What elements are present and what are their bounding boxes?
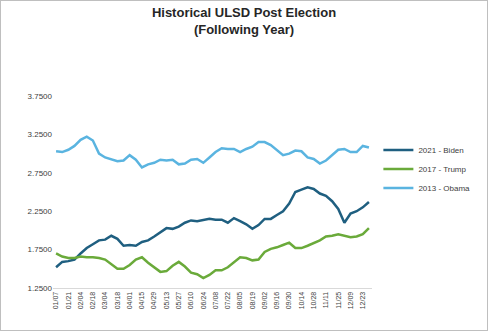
svg-text:1.7500: 1.7500 bbox=[28, 245, 53, 254]
svg-text:03/18: 03/18 bbox=[114, 292, 121, 310]
svg-text:05/27: 05/27 bbox=[175, 292, 182, 310]
svg-text:03/04: 03/04 bbox=[101, 292, 108, 310]
svg-text:04/29: 04/29 bbox=[150, 292, 157, 310]
svg-text:07/08: 07/08 bbox=[212, 292, 219, 310]
svg-text:06/24: 06/24 bbox=[200, 292, 207, 310]
svg-text:11/11: 11/11 bbox=[322, 292, 329, 309]
svg-text:3.7500: 3.7500 bbox=[28, 92, 53, 101]
svg-text:08/05: 08/05 bbox=[236, 292, 243, 310]
svg-text:2.2500: 2.2500 bbox=[28, 207, 53, 216]
svg-text:09/02: 09/02 bbox=[261, 292, 268, 310]
svg-text:04/15: 04/15 bbox=[138, 292, 145, 310]
svg-text:10/14: 10/14 bbox=[298, 292, 305, 310]
svg-text:08/19: 08/19 bbox=[249, 292, 256, 310]
svg-text:09/30: 09/30 bbox=[285, 292, 292, 310]
svg-text:3.2500: 3.2500 bbox=[28, 130, 53, 139]
svg-text:02/18: 02/18 bbox=[89, 292, 96, 310]
svg-text:06/10: 06/10 bbox=[187, 292, 194, 310]
svg-text:12/09: 12/09 bbox=[347, 292, 354, 310]
svg-text:2.7500: 2.7500 bbox=[28, 169, 53, 178]
svg-text:2021 - Biden: 2021 - Biden bbox=[418, 146, 463, 155]
svg-text:Historical ULSD Post Election(: Historical ULSD Post Election(Following … bbox=[152, 5, 336, 37]
svg-text:1.2500: 1.2500 bbox=[28, 284, 53, 293]
svg-text:01/07: 01/07 bbox=[52, 292, 59, 310]
svg-text:02/04: 02/04 bbox=[77, 292, 84, 310]
svg-text:2013 - Obama: 2013 - Obama bbox=[418, 184, 470, 193]
svg-text:2017 - Trump: 2017 - Trump bbox=[418, 165, 466, 174]
svg-text:11/25: 11/25 bbox=[335, 292, 342, 309]
svg-text:01/21: 01/21 bbox=[65, 292, 72, 310]
svg-text:12/23: 12/23 bbox=[359, 292, 366, 310]
svg-text:05/13: 05/13 bbox=[163, 292, 170, 310]
svg-text:09/16: 09/16 bbox=[273, 292, 280, 310]
svg-text:04/01: 04/01 bbox=[126, 292, 133, 310]
svg-text:10/28: 10/28 bbox=[310, 292, 317, 310]
svg-text:07/22: 07/22 bbox=[224, 292, 231, 310]
